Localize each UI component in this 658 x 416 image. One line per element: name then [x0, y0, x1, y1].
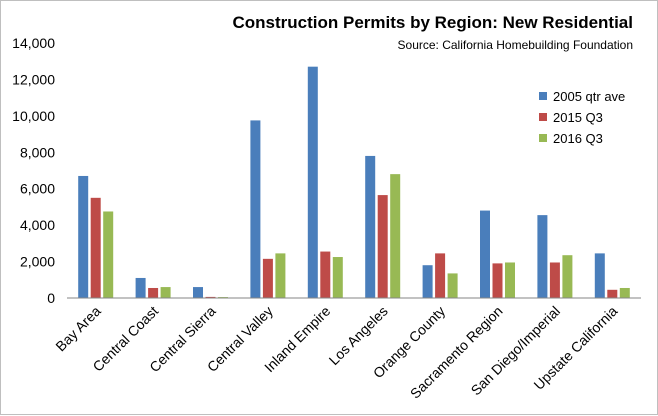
legend-label: 2015 Q3 [553, 110, 603, 125]
y-tick-label: 8,000 [20, 144, 55, 160]
bar-series-group [78, 66, 630, 299]
bar [205, 296, 216, 298]
bar [607, 289, 618, 298]
bar [103, 211, 114, 298]
bar [537, 215, 548, 299]
bar [160, 287, 171, 298]
chart-subtitle: Source: California Homebuilding Foundati… [398, 38, 633, 52]
y-tick-label: 12,000 [12, 71, 55, 87]
bar [390, 174, 401, 298]
bar [365, 155, 376, 298]
bar [262, 258, 273, 298]
y-tick-label: 10,000 [12, 108, 55, 124]
y-tick-label: 4,000 [20, 217, 55, 233]
bar [447, 273, 458, 298]
legend-swatch [539, 134, 547, 142]
legend-swatch [539, 113, 547, 121]
bar [148, 287, 159, 298]
chart-title: Construction Permits by Region: New Resi… [232, 13, 633, 32]
y-tick-label: 0 [47, 290, 55, 306]
bar [480, 210, 490, 298]
y-axis-tick-labels: 0 2,000 4,000 6,000 8,000 10,000 12,000 14,000 [12, 35, 55, 306]
bar [435, 253, 446, 299]
bar [594, 253, 605, 299]
bar [377, 195, 388, 298]
bar [250, 120, 261, 298]
bar [275, 253, 286, 299]
legend-swatch [539, 92, 547, 100]
bar [505, 262, 515, 298]
bar [619, 287, 630, 298]
bar [422, 265, 433, 298]
bar [549, 262, 560, 298]
bar [320, 251, 331, 298]
bar [332, 257, 343, 298]
bar [307, 66, 318, 299]
y-tick-label: 2,000 [20, 254, 55, 270]
y-tick-label: 14,000 [12, 35, 55, 51]
legend: 2005 qtr ave 2015 Q3 2016 Q3 [539, 89, 625, 146]
bar [562, 255, 573, 298]
bar [193, 287, 203, 298]
bar [135, 277, 146, 298]
bar [492, 263, 503, 298]
legend-label: 2016 Q3 [553, 131, 603, 146]
bar [78, 175, 89, 298]
x-tick-label: Bay Area [52, 303, 104, 355]
y-tick-label: 6,000 [20, 181, 55, 197]
legend-label: 2005 qtr ave [553, 89, 625, 104]
bar [90, 197, 101, 298]
